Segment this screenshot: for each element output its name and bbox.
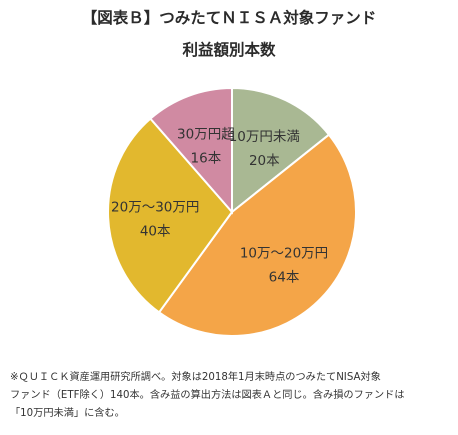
pie-slices [107,86,358,337]
footnote-line-1: ※ＱＵＩＣＫ資産運用研究所調べ。対象は2018年1月末時点のつみたてNISA対象 [10,372,381,383]
pie-slice [107,117,234,314]
slice-value-label: 40本 [140,223,171,239]
slice-value-label: 64本 [269,270,300,286]
pie-slice [157,133,358,337]
slice-category-label: 20万〜30万円 [111,199,199,215]
pie-slice [149,86,233,215]
pie-labels: 10万円未満 20本 10万〜20万円 64本 20万〜30万円 40本 30万円超 16本 [111,126,328,285]
slice-category-label: 10万円未満 [229,129,300,145]
footnote: ※ＱＵＩＣＫ資産運用研究所調べ。対象は2018年1月末時点のつみたてNISA対象… [10,369,454,423]
slice-category-label: 30万円超 [177,126,235,142]
pie-chart: 10万円未満 20本 10万〜20万円 64本 20万〜30万円 40本 30万円超 16本 [107,86,358,337]
footnote-line-2: ファンド（ETF除く）140本。含み益の算出方法は図表Ａと同じ。含み損のファンド… [10,390,405,401]
chart-title: 【図表Ｂ】つみたてＮＩＳＡ対象ファンド [81,9,377,27]
slice-category-label: 10万〜20万円 [240,246,328,262]
slice-value-label: 16本 [191,150,222,166]
chart-subtitle: 利益額別本数 [182,41,276,59]
pie-slice [231,86,331,215]
slice-value-label: 20本 [249,153,280,169]
footnote-line-3: 「10万円未満」に含む。 [10,408,125,419]
